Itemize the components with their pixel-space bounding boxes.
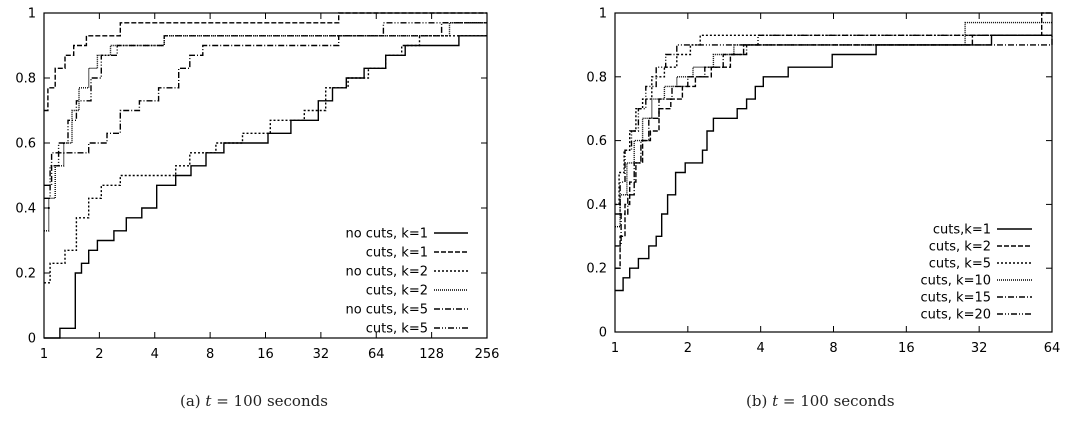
legend-spacer: [851, 305, 861, 307]
x-tick-label: 1: [611, 341, 619, 356]
legend-label: cuts, k=15: [921, 291, 991, 306]
legend: no cuts, k=1 cuts, k=1 no cuts, k=2 cuts, k…: [288, 224, 468, 337]
legend-label: no cuts, k=2: [345, 265, 428, 280]
legend-label: cuts, k=5: [929, 257, 991, 272]
legend-spacer: [288, 300, 298, 302]
series-line-5: [615, 35, 1053, 247]
x-tick-label: 4: [151, 347, 159, 362]
legend: cuts,k=1 cuts, k=2 cuts, k=5 cuts, k=10 cuts…: [851, 220, 1032, 323]
caption-a: (a) t = 100 seconds: [180, 392, 328, 410]
series-line-1: [44, 35, 487, 339]
x-tick-label: 2: [95, 347, 103, 362]
legend-spacer: [288, 224, 298, 226]
y-tick-label: 0.8: [15, 72, 36, 87]
y-tick-label: 0.2: [586, 262, 607, 277]
legend-spacer: [851, 254, 861, 256]
y-tick-label: 0.6: [586, 134, 607, 149]
y-tick-label: 0.4: [586, 198, 607, 213]
legend-spacer: [288, 262, 298, 264]
series-line-5: [44, 22, 487, 186]
series-line-2: [44, 12, 487, 112]
legend-spacer: [851, 288, 861, 290]
x-tick-label: 8: [206, 347, 214, 362]
legend-label: no cuts, k=5: [345, 303, 428, 318]
x-tick-label: 16: [898, 341, 915, 356]
x-tick-label: 64: [1044, 341, 1061, 356]
y-tick-label: 0.2: [15, 267, 36, 282]
x-tick-label: 256: [475, 347, 500, 362]
x-tick-label: 4: [757, 341, 765, 356]
legend-label: no cuts, k=1: [345, 227, 428, 242]
series-line-3: [615, 34, 1052, 206]
series-line-6: [44, 22, 487, 199]
x-tick-label: 128: [419, 347, 444, 362]
y-tick-label: 0.4: [15, 202, 36, 217]
x-tick-label: 32: [971, 341, 988, 356]
y-tick-label: 0.8: [586, 70, 607, 85]
legend-label: cuts, k=2: [366, 284, 428, 299]
legend-label: cuts, k=1: [366, 246, 428, 261]
x-tick-label: 1: [40, 347, 48, 362]
y-tick-label: 0.6: [15, 137, 36, 152]
x-tick-label: 2: [684, 341, 692, 356]
legend-spacer: [851, 271, 861, 273]
x-tick-label: 16: [257, 347, 274, 362]
x-tick-label: 64: [368, 347, 385, 362]
chart-b: 1 2 4 8 16 32 64 0 0.2 0.4 0.6 0.8 1 cuts,k=1 cuts, k=…: [586, 7, 1060, 357]
chart-a: 1 2 4 8 16 32 64 128 256 0 0.2 0.4 0.6 0.8 1 no cuts, k…: [15, 7, 499, 363]
legend-spacer: [288, 319, 298, 321]
legend-spacer: [288, 243, 298, 245]
legend-label: cuts, k=20: [921, 308, 991, 323]
y-tick-label: 1: [599, 7, 607, 22]
legend-label: cuts, k=10: [921, 274, 991, 289]
x-tick-label: 32: [313, 347, 330, 362]
legend-label: cuts, k=5: [366, 322, 428, 337]
series-line-3: [44, 35, 487, 284]
legend-spacer: [851, 220, 861, 222]
series-line-6: [615, 34, 1052, 215]
y-tick-label: 0: [599, 326, 607, 341]
legend-spacer: [851, 237, 861, 239]
caption-b: (b) t = 100 seconds: [746, 392, 895, 410]
series-line-1: [615, 34, 1052, 292]
x-tick-label: 8: [829, 341, 837, 356]
y-tick-label: 0: [28, 332, 36, 347]
legend-label: cuts, k=2: [929, 240, 991, 255]
series-line-4: [44, 22, 487, 232]
legend-label: cuts,k=1: [933, 223, 991, 238]
legend-spacer: [288, 281, 298, 283]
series-line-4: [615, 21, 1052, 228]
y-tick-label: 1: [28, 7, 36, 22]
